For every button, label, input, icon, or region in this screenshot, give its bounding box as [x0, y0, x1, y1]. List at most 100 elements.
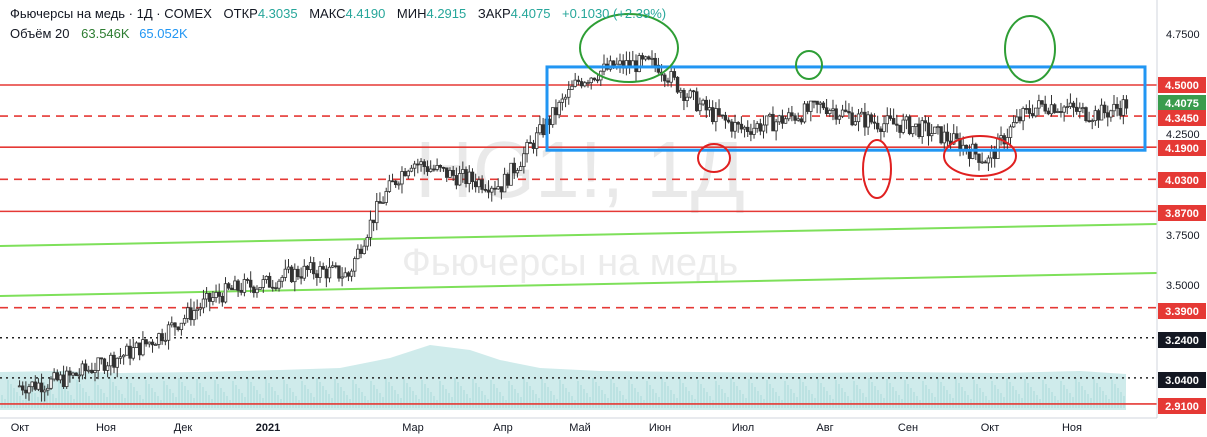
candle-body [911, 126, 915, 135]
candle-body [541, 124, 545, 136]
candle-body [733, 122, 737, 132]
candle-body [157, 333, 161, 345]
open-label: ОТКР [223, 6, 258, 21]
candle-body [166, 324, 171, 341]
volume-label[interactable]: Объём 20 [10, 26, 70, 41]
candle-body [755, 123, 759, 129]
candle-body [173, 322, 177, 328]
range-box [545, 65, 1147, 152]
price-label-box [1158, 110, 1206, 126]
candle-body [840, 109, 845, 117]
candle-body [1071, 102, 1076, 108]
candle-body [1021, 108, 1025, 122]
candle-body [904, 116, 909, 121]
ellipse-high [579, 13, 679, 83]
candle-body [688, 90, 693, 98]
candle-body [499, 186, 504, 193]
candle-body [233, 280, 237, 291]
candle-body [375, 201, 379, 224]
candle-body [74, 372, 78, 376]
candle-body [1008, 126, 1013, 138]
candle-body [879, 128, 883, 133]
candle-body [1074, 106, 1079, 112]
candle-body [1112, 103, 1116, 112]
candle-body [761, 124, 766, 132]
candle-body [1068, 102, 1073, 107]
candle-body [387, 180, 392, 192]
candle-body [1018, 116, 1022, 122]
ohlc-row: Фьючерсы на медь · 1Д · COMEX ОТКР4.3035… [10, 4, 666, 24]
candle-body [467, 171, 471, 184]
time-tick-label: Окт [11, 422, 30, 434]
candle-body [723, 114, 728, 121]
price-label-text: 4.0300 [1165, 175, 1199, 187]
candle-body [90, 369, 94, 374]
candle-body [793, 115, 797, 121]
candle-body [586, 82, 590, 85]
candle-body [43, 389, 47, 393]
close-value: 4.4075 [510, 6, 551, 21]
price-label-text: 3.8700 [1165, 208, 1199, 220]
candle-body [96, 357, 100, 371]
candle-body [239, 289, 243, 293]
candle-body [522, 153, 526, 167]
candle-body [406, 170, 410, 177]
candle-body [312, 262, 316, 275]
volume-ma-value: 65.052K [139, 26, 188, 41]
candle-body [192, 310, 196, 321]
candle-body [828, 110, 832, 115]
candle-body [286, 266, 291, 270]
price-label-box [1158, 372, 1206, 388]
candle-body [739, 123, 744, 130]
candle-body [787, 112, 791, 120]
candle-body [289, 266, 294, 283]
candle-body [824, 107, 829, 115]
candle-body [815, 100, 819, 105]
candle-body [844, 109, 848, 112]
volume-value: 63.546K [81, 26, 130, 41]
price-label-box [1158, 398, 1206, 414]
candle-body [365, 237, 370, 247]
candle-body [528, 142, 532, 144]
candle-body [176, 326, 180, 331]
time-tick-label: Июл [732, 422, 754, 434]
trend-line-upper [0, 223, 1158, 247]
candle-body [698, 103, 702, 112]
candle-body [1087, 120, 1091, 123]
time-tick-label: Сен [898, 422, 918, 434]
time-tick-label: 2021 [256, 422, 280, 434]
symbol-title[interactable]: Фьючерсы на медь · 1Д · COMEX [10, 6, 212, 21]
candle-body [812, 100, 816, 103]
price-label-text: 2.9100 [1165, 401, 1199, 413]
candle-body [675, 76, 680, 93]
candle-body [669, 71, 673, 83]
candle-body [790, 112, 794, 117]
candle-body [163, 339, 168, 342]
candle-body [87, 369, 91, 372]
candle-body [58, 374, 63, 381]
time-tick-label: Ноя [1062, 422, 1082, 434]
candle-body [1040, 100, 1044, 105]
ellipse-high [1004, 15, 1056, 83]
watermark-name: Фьючерсы на медь [402, 242, 738, 284]
volume-row: Объём 20 63.546K 65.052K [10, 24, 666, 44]
candle-body [726, 119, 731, 123]
candle-body [891, 118, 896, 125]
candle-body [749, 131, 753, 135]
horizontal-levels [0, 84, 1157, 405]
candle-body [771, 113, 775, 132]
candle-body [49, 378, 53, 389]
candle-body [473, 181, 478, 188]
candle-body [679, 89, 683, 93]
time-tick-label: Дек [174, 422, 193, 434]
candle-body [758, 123, 763, 132]
candle-body [490, 187, 494, 193]
candle-body [917, 123, 921, 138]
candle-body [381, 202, 385, 204]
candle-body [393, 180, 398, 186]
candle-body [506, 173, 510, 186]
candle-body [863, 111, 867, 128]
candle-body [147, 341, 152, 345]
candle-body [643, 56, 648, 60]
